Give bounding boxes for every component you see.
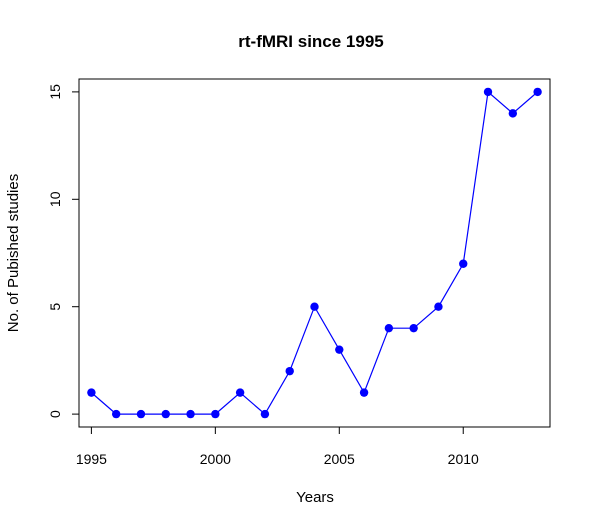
x-axis: 1995 2000 2005 2010	[76, 426, 479, 467]
data-point	[186, 409, 195, 419]
data-point	[310, 302, 319, 311]
data-point	[111, 409, 121, 419]
data-point	[285, 366, 294, 376]
series-line	[91, 90, 538, 416]
x-tick-label: 2000	[200, 451, 231, 467]
data-point	[409, 323, 418, 333]
x-tick-label: 1995	[76, 451, 107, 467]
data-point	[459, 259, 468, 268]
y-axis-label: No. of Pubished studies	[5, 174, 22, 332]
data-point	[136, 409, 146, 419]
chart-title: rt-fMRI since 1995	[238, 32, 384, 51]
data-point	[235, 388, 245, 397]
y-tick-label: 15	[47, 84, 63, 100]
x-tick-label: 2005	[324, 451, 355, 467]
y-axis: 0 5 10 15	[47, 84, 80, 418]
data-point	[533, 87, 542, 97]
plot-frame	[78, 78, 551, 428]
data-point	[434, 302, 443, 311]
series-layer	[87, 87, 542, 419]
data-point	[508, 109, 518, 118]
data-point	[483, 87, 493, 97]
y-tick-label: 10	[47, 191, 63, 207]
data-point	[87, 388, 96, 397]
y-tick-label: 5	[47, 303, 63, 311]
y-tick-label: 0	[47, 410, 63, 418]
data-point	[384, 323, 394, 333]
data-point	[211, 409, 220, 419]
x-tick-label: 2010	[448, 451, 479, 467]
x-axis-label: Years	[296, 489, 334, 506]
data-point	[161, 409, 170, 419]
data-point	[260, 409, 270, 419]
data-point	[359, 388, 369, 397]
data-point	[335, 345, 344, 354]
